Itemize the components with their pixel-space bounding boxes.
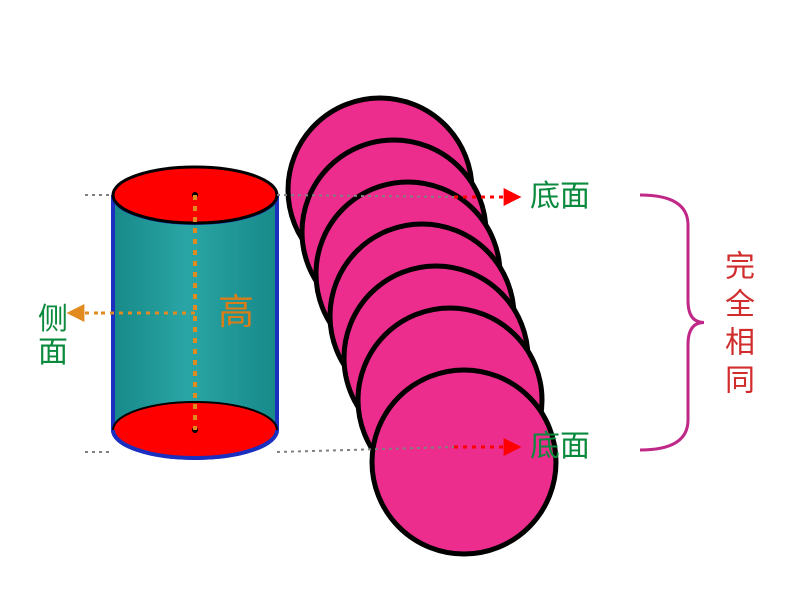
- top-base-label: 底面: [530, 180, 590, 213]
- side-face-label: 侧 面: [38, 303, 68, 369]
- bottom-base-label: 底面: [530, 430, 590, 463]
- diagram-canvas: [0, 0, 794, 596]
- all-same-label: 完全相同: [720, 250, 753, 402]
- height-label: 高: [218, 293, 254, 333]
